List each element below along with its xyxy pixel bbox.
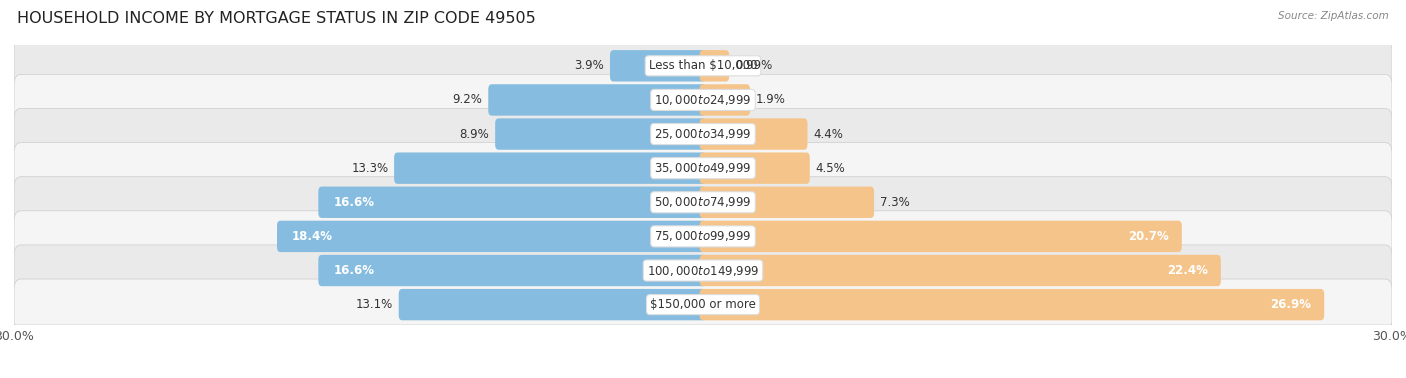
Text: $75,000 to $99,999: $75,000 to $99,999 [654, 229, 752, 243]
FancyBboxPatch shape [14, 108, 1392, 160]
FancyBboxPatch shape [610, 50, 706, 82]
FancyBboxPatch shape [700, 50, 730, 82]
Text: 16.6%: 16.6% [333, 196, 374, 209]
FancyBboxPatch shape [399, 289, 706, 320]
FancyBboxPatch shape [495, 118, 706, 150]
Text: $100,000 to $149,999: $100,000 to $149,999 [647, 263, 759, 277]
Text: 4.5%: 4.5% [815, 162, 845, 175]
FancyBboxPatch shape [700, 221, 1182, 252]
FancyBboxPatch shape [14, 177, 1392, 228]
Text: 7.3%: 7.3% [880, 196, 910, 209]
Text: 3.9%: 3.9% [575, 59, 605, 72]
Text: 22.4%: 22.4% [1167, 264, 1208, 277]
FancyBboxPatch shape [277, 221, 706, 252]
FancyBboxPatch shape [700, 118, 807, 150]
Text: Less than $10,000: Less than $10,000 [648, 59, 758, 72]
FancyBboxPatch shape [318, 187, 706, 218]
Text: $150,000 or more: $150,000 or more [650, 298, 756, 311]
Text: 0.99%: 0.99% [735, 59, 772, 72]
FancyBboxPatch shape [700, 152, 810, 184]
Text: Source: ZipAtlas.com: Source: ZipAtlas.com [1278, 11, 1389, 21]
FancyBboxPatch shape [14, 74, 1392, 125]
Text: 18.4%: 18.4% [292, 230, 333, 243]
Text: $10,000 to $24,999: $10,000 to $24,999 [654, 93, 752, 107]
Text: 8.9%: 8.9% [460, 127, 489, 141]
Text: $25,000 to $34,999: $25,000 to $34,999 [654, 127, 752, 141]
FancyBboxPatch shape [14, 40, 1392, 91]
FancyBboxPatch shape [14, 143, 1392, 194]
FancyBboxPatch shape [700, 84, 749, 116]
FancyBboxPatch shape [318, 255, 706, 286]
FancyBboxPatch shape [14, 211, 1392, 262]
Text: 26.9%: 26.9% [1271, 298, 1312, 311]
FancyBboxPatch shape [14, 279, 1392, 330]
Text: 16.6%: 16.6% [333, 264, 374, 277]
FancyBboxPatch shape [700, 289, 1324, 320]
Text: 4.4%: 4.4% [813, 127, 844, 141]
FancyBboxPatch shape [700, 255, 1220, 286]
Text: 13.1%: 13.1% [356, 298, 392, 311]
Text: $50,000 to $74,999: $50,000 to $74,999 [654, 195, 752, 209]
Text: $35,000 to $49,999: $35,000 to $49,999 [654, 161, 752, 175]
Text: 20.7%: 20.7% [1129, 230, 1170, 243]
Text: 1.9%: 1.9% [756, 93, 786, 107]
Text: HOUSEHOLD INCOME BY MORTGAGE STATUS IN ZIP CODE 49505: HOUSEHOLD INCOME BY MORTGAGE STATUS IN Z… [17, 11, 536, 26]
FancyBboxPatch shape [394, 152, 706, 184]
FancyBboxPatch shape [14, 245, 1392, 296]
Text: 13.3%: 13.3% [352, 162, 388, 175]
FancyBboxPatch shape [700, 187, 875, 218]
Text: 9.2%: 9.2% [453, 93, 482, 107]
FancyBboxPatch shape [488, 84, 706, 116]
